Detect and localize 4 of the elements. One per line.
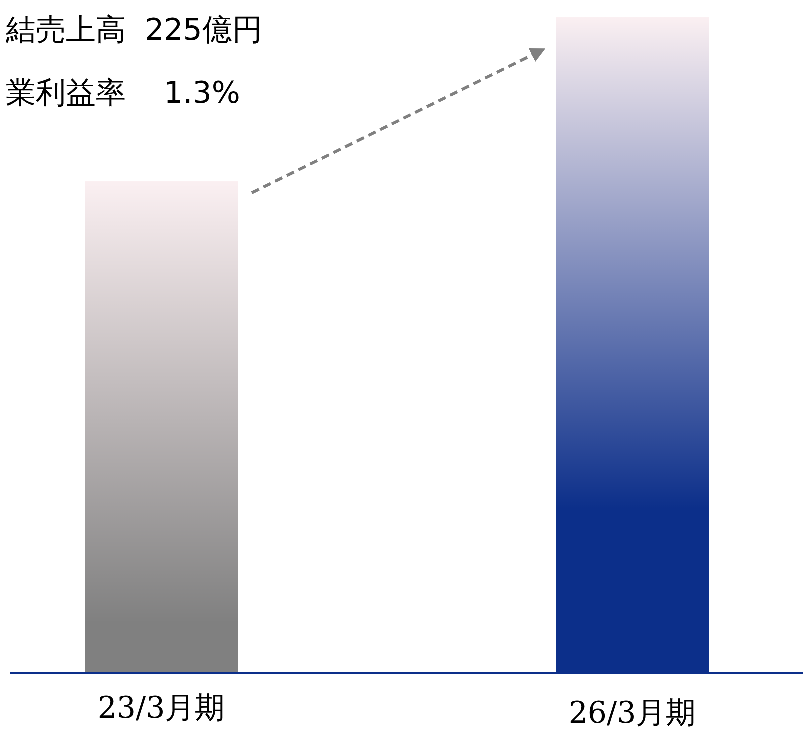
x-tick-label: 26/3月期 bbox=[568, 696, 696, 731]
annotation: 結売上高 225億円 bbox=[5, 13, 262, 48]
annotation: 業利益率 1.3% bbox=[6, 76, 240, 111]
x-tick-label: 23/3月期 bbox=[98, 691, 226, 726]
